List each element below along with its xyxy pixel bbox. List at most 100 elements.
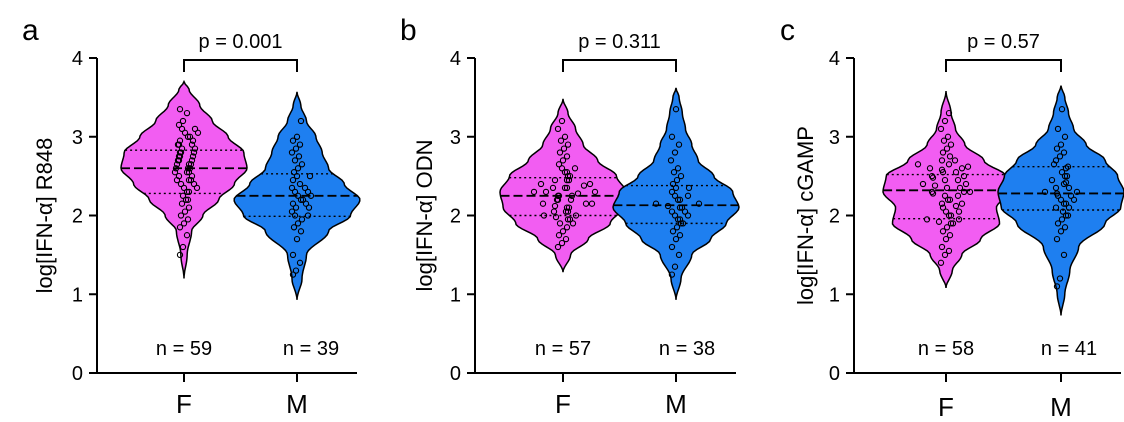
- data-point: [549, 184, 557, 192]
- data-point: [191, 145, 199, 152]
- data-point: [194, 129, 202, 136]
- data-point: [938, 157, 946, 164]
- y-tick-label: 3: [450, 127, 461, 149]
- data-point: [555, 161, 563, 168]
- data-point: [940, 137, 948, 144]
- data-point: [539, 200, 547, 207]
- data-point: [289, 176, 297, 184]
- data-point: [1062, 179, 1070, 186]
- data-point: [937, 259, 945, 266]
- y-tick-label: 1: [450, 284, 461, 306]
- violin-M: [997, 85, 1124, 316]
- data-point: [944, 133, 952, 140]
- data-point: [184, 216, 192, 223]
- data-point: [947, 220, 955, 227]
- data-point: [560, 145, 568, 152]
- data-point: [672, 184, 680, 192]
- data-point: [1053, 145, 1061, 152]
- data-point: [175, 172, 183, 180]
- data-point: [1056, 153, 1064, 160]
- data-point: [178, 145, 186, 152]
- data-point: [586, 180, 594, 188]
- y-axis-title: log[IFN-α] cGAMP: [793, 126, 818, 305]
- data-point: [289, 200, 297, 207]
- significance-bracket: [183, 59, 298, 72]
- data-point: [306, 172, 314, 180]
- data-point: [668, 188, 676, 196]
- data-point: [677, 220, 685, 227]
- n-label-F: n = 59: [156, 338, 212, 360]
- data-point: [943, 224, 951, 231]
- data-point: [588, 200, 596, 207]
- data-point: [574, 190, 582, 197]
- data-point: [926, 165, 934, 172]
- data-point: [695, 200, 703, 207]
- data-point: [172, 165, 180, 172]
- data-point: [188, 172, 196, 180]
- x-tick-label-M: M: [1050, 392, 1072, 422]
- data-point: [185, 161, 193, 168]
- data-point: [179, 117, 187, 125]
- data-point: [681, 208, 689, 215]
- data-point: [684, 192, 692, 199]
- panel-label-a: a: [22, 14, 39, 47]
- data-point: [563, 204, 571, 211]
- data-point: [181, 129, 189, 136]
- data-point: [288, 184, 296, 192]
- y-tick-label: 0: [450, 363, 461, 385]
- y-tick-label: 1: [829, 284, 840, 306]
- data-point: [187, 161, 195, 168]
- data-point: [183, 188, 191, 196]
- data-point: [294, 165, 302, 172]
- data-point: [669, 180, 677, 188]
- data-point: [1053, 235, 1061, 243]
- x-tick-label-M: M: [665, 389, 687, 419]
- data-point: [1052, 204, 1060, 211]
- data-point: [1056, 275, 1064, 282]
- data-point: [177, 212, 185, 219]
- n-label-M: n = 41: [1041, 338, 1097, 360]
- data-point: [552, 213, 560, 221]
- data-point: [954, 192, 962, 199]
- n-label-F: n = 58: [918, 338, 974, 360]
- data-point: [565, 204, 573, 211]
- data-point: [1061, 172, 1069, 180]
- data-point: [1062, 212, 1070, 219]
- data-point: [171, 169, 179, 176]
- data-point: [1053, 190, 1061, 197]
- data-point: [943, 145, 951, 152]
- data-point: [938, 243, 946, 251]
- data-point: [955, 216, 963, 223]
- data-point: [947, 212, 955, 219]
- data-point: [563, 184, 571, 192]
- data-point: [291, 212, 299, 219]
- data-point: [923, 216, 931, 223]
- data-point: [293, 133, 301, 140]
- data-point: [176, 137, 184, 144]
- data-point: [186, 165, 194, 172]
- data-point: [186, 133, 194, 140]
- data-point: [928, 172, 936, 180]
- data-point: [1057, 196, 1065, 203]
- data-point: [1070, 196, 1078, 203]
- data-point: [175, 121, 183, 129]
- n-label-F: n = 57: [535, 338, 591, 360]
- data-point: [178, 125, 186, 133]
- data-point: [1052, 157, 1060, 164]
- data-point: [673, 224, 681, 231]
- data-point: [946, 153, 954, 160]
- significance-bracket: [562, 59, 677, 72]
- data-point: [551, 202, 559, 210]
- y-axis-title: log[IFN-α] R848: [32, 138, 57, 294]
- data-point: [554, 125, 562, 133]
- data-point: [675, 141, 683, 148]
- data-point: [1063, 172, 1071, 180]
- data-point: [676, 196, 684, 203]
- data-point: [684, 212, 692, 219]
- data-point: [1060, 251, 1068, 259]
- data-point: [945, 109, 953, 117]
- data-point: [554, 192, 562, 199]
- data-point: [572, 212, 580, 219]
